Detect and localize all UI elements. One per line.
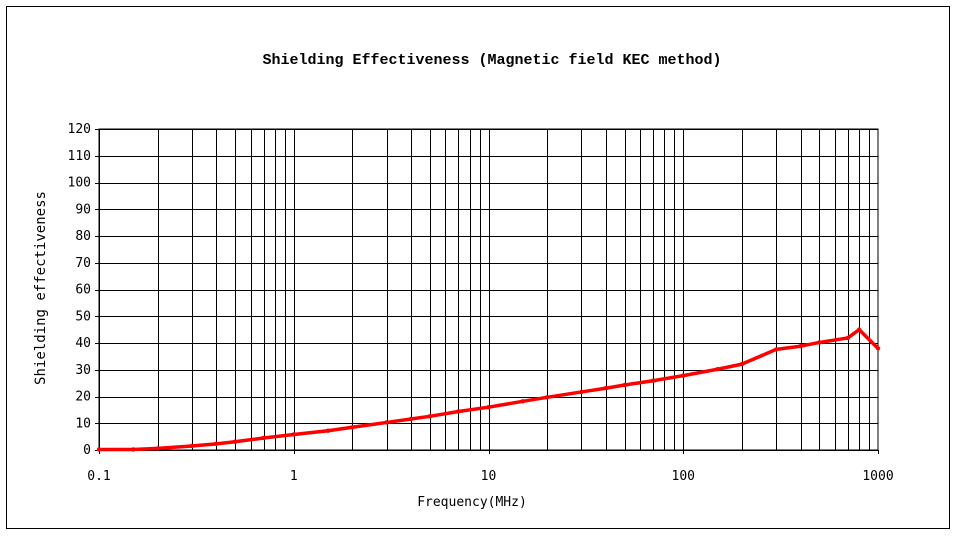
y-tick-label: 110 <box>68 149 91 164</box>
data-point <box>739 361 745 367</box>
x-tick-labels: 0.1 1 10 100 1000 <box>87 469 893 484</box>
data-point <box>427 414 433 419</box>
y-tick-label: 90 <box>75 202 91 217</box>
data-point <box>261 435 266 441</box>
data-point <box>603 386 608 391</box>
y-tick-label: 0 <box>83 443 91 458</box>
data-point <box>817 340 822 345</box>
data-point <box>325 428 331 433</box>
y-tick-label: 70 <box>75 256 91 271</box>
data-point <box>520 399 525 404</box>
x-tick-label: 100 <box>672 469 695 484</box>
data-point <box>773 347 779 352</box>
series-line <box>97 327 880 452</box>
data-point <box>650 378 656 383</box>
series-lines <box>97 327 880 452</box>
y-tick-label: 40 <box>75 336 91 351</box>
y-tick-label: 120 <box>68 122 91 137</box>
data-point <box>798 344 803 349</box>
data-point <box>856 327 862 332</box>
data-point <box>214 441 219 447</box>
data-point <box>408 416 414 422</box>
data-point <box>456 409 461 414</box>
data-point <box>155 446 160 451</box>
plot-area <box>98 128 879 451</box>
y-tick-label: 100 <box>68 176 91 191</box>
grid <box>95 129 879 454</box>
data-point <box>291 432 296 437</box>
data-point <box>544 395 550 400</box>
data-point <box>622 382 627 388</box>
data-point <box>96 447 102 452</box>
y-tick-labels: 0 10 20 30 40 50 60 70 80 90 100 110 120 <box>68 122 91 458</box>
y-tick-label: 10 <box>75 416 91 431</box>
data-point <box>232 439 238 444</box>
y-tick-label: 60 <box>75 283 91 298</box>
chart-frame <box>6 6 950 529</box>
chart-title: Shielding Effectiveness (Magnetic field … <box>262 52 721 69</box>
data-point <box>845 335 851 341</box>
data-point <box>350 425 355 430</box>
data-point <box>384 420 389 425</box>
y-tick-label: 80 <box>75 229 91 244</box>
x-tick-label: 0.1 <box>87 469 110 484</box>
series-points <box>96 327 881 452</box>
x-tick-label: 1 <box>290 469 298 484</box>
y-tick-label: 30 <box>75 363 91 378</box>
data-point <box>715 367 720 372</box>
y-tick-label: 20 <box>75 390 91 405</box>
data-point <box>486 405 491 410</box>
y-axis-label: Shielding effectiveness <box>33 191 49 385</box>
data-point <box>189 443 195 449</box>
x-axis-label: Frequency(MHz) <box>417 495 527 510</box>
y-tick-label: 50 <box>75 309 91 324</box>
data-point <box>579 389 584 395</box>
x-tick-label: 1000 <box>862 469 893 484</box>
data-point <box>875 346 881 351</box>
x-tick-label: 10 <box>481 469 497 484</box>
data-point <box>681 373 686 378</box>
data-point <box>131 447 136 452</box>
